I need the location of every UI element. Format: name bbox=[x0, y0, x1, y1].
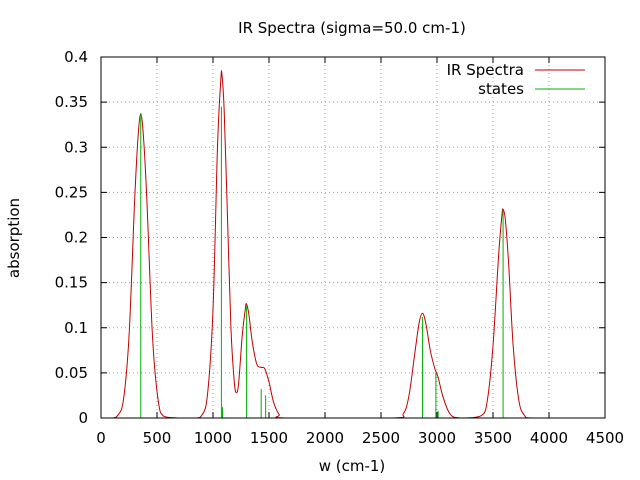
axis-ticks bbox=[100, 56, 606, 419]
y-tick-label: 0.25 bbox=[55, 183, 88, 201]
x-tick-label: 4000 bbox=[530, 429, 568, 447]
spectrum-layer bbox=[101, 70, 572, 419]
x-tick-label: 1000 bbox=[194, 429, 232, 447]
y-tick-label: 0.3 bbox=[64, 138, 88, 156]
x-tick-labels: 0 500 1000 1500 2000 2500 3000 3500 4000 4500 bbox=[96, 429, 624, 447]
y-tick-label: 0.05 bbox=[55, 364, 88, 382]
x-tick-label: 2500 bbox=[362, 429, 400, 447]
x-tick-label: 4500 bbox=[586, 429, 624, 447]
legend-entry-spectrum: IR Spectra bbox=[447, 61, 585, 79]
legend-label-states: states bbox=[478, 80, 524, 98]
y-tick-label: 0.4 bbox=[64, 48, 88, 66]
x-tick-label: 3000 bbox=[418, 429, 456, 447]
x-tick-label: 500 bbox=[143, 429, 172, 447]
y-tick-label: 0.15 bbox=[55, 274, 88, 292]
y-tick-label: 0.2 bbox=[64, 229, 88, 247]
grid-lines bbox=[101, 57, 605, 418]
chart-title: IR Spectra (sigma=50.0 cm-1) bbox=[238, 19, 466, 37]
y-axis-label: absorption bbox=[5, 198, 23, 278]
y-tick-label: 0.35 bbox=[55, 93, 88, 111]
x-tick-label: 0 bbox=[96, 429, 106, 447]
y-tick-labels: 0 0.05 0.1 0.15 0.2 0.25 0.3 0.35 0.4 bbox=[55, 48, 88, 427]
legend: IR Spectra states bbox=[447, 61, 585, 98]
legend-label-spectrum: IR Spectra bbox=[447, 61, 524, 79]
legend-entry-states: states bbox=[478, 80, 585, 98]
x-axis-label: w (cm-1) bbox=[319, 457, 386, 475]
y-tick-label: 0.1 bbox=[64, 319, 88, 337]
x-tick-label: 2000 bbox=[306, 429, 344, 447]
states-layer bbox=[140, 106, 504, 418]
x-tick-label: 1500 bbox=[250, 429, 288, 447]
x-tick-label: 3500 bbox=[474, 429, 512, 447]
y-tick-label: 0 bbox=[78, 409, 88, 427]
ir-spectrum-line bbox=[101, 70, 572, 419]
